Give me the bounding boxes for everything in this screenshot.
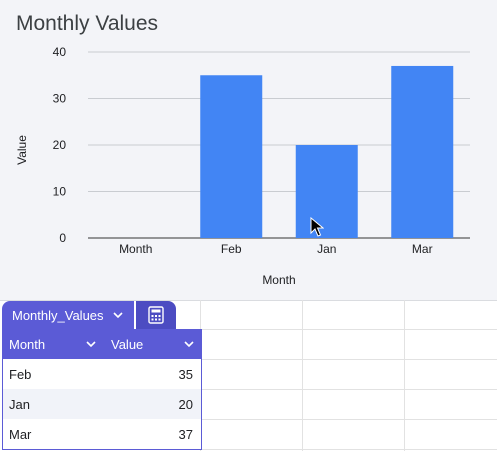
table-row[interactable]: Mar 37 bbox=[3, 419, 201, 449]
chevron-down-icon[interactable] bbox=[85, 338, 97, 350]
x-axis-label: Month bbox=[262, 273, 295, 287]
chart-title: Monthly Values bbox=[16, 12, 159, 35]
y-tick-label: 20 bbox=[53, 138, 67, 152]
cell-month[interactable]: Mar bbox=[9, 426, 32, 442]
bar-feb[interactable] bbox=[200, 75, 263, 238]
y-axis-label: Value bbox=[15, 135, 29, 165]
table-name: Monthly_Values bbox=[12, 307, 104, 323]
cell-value[interactable]: 20 bbox=[178, 396, 193, 412]
data-table: Month Value Feb 35 Jan 20 Mar 37 bbox=[2, 329, 202, 450]
cell-value[interactable]: 35 bbox=[178, 366, 193, 382]
x-tick-label: Mar bbox=[412, 242, 433, 256]
bar-mar[interactable] bbox=[391, 65, 454, 238]
x-tick-label: Month bbox=[119, 242, 152, 256]
y-tick-label: 10 bbox=[53, 185, 67, 199]
column-header-label: Value bbox=[111, 336, 144, 352]
table-row[interactable]: Feb 35 bbox=[3, 359, 201, 389]
cell-month[interactable]: Jan bbox=[9, 396, 30, 412]
calculator-icon[interactable] bbox=[135, 301, 176, 329]
column-header-value[interactable]: Value bbox=[103, 337, 201, 352]
cell-month[interactable]: Feb bbox=[9, 366, 32, 382]
chart-panel[interactable]: 0 10 20 30 40 Month Feb Jan Mar Value Month Mon… bbox=[0, 0, 497, 301]
chevron-down-icon[interactable] bbox=[183, 338, 195, 350]
chevron-down-icon[interactable] bbox=[112, 309, 124, 321]
x-tick-label: Feb bbox=[221, 242, 242, 256]
bar-chart: 0 10 20 30 40 Month Feb Jan Mar Value Month bbox=[15, 45, 470, 287]
table-row[interactable]: Jan 20 bbox=[3, 389, 201, 419]
x-tick-label: Jan bbox=[317, 242, 336, 256]
column-header-month[interactable]: Month bbox=[3, 337, 103, 352]
table-header: Month Value bbox=[3, 329, 201, 359]
table-name-tab[interactable]: Monthly_Values bbox=[2, 301, 134, 329]
y-tick-label: 0 bbox=[59, 231, 66, 245]
y-tick-label: 30 bbox=[53, 92, 67, 106]
y-tick-label: 40 bbox=[53, 45, 67, 59]
table-tab[interactable]: Monthly_Values bbox=[2, 301, 176, 329]
cell-value[interactable]: 37 bbox=[178, 426, 193, 442]
column-header-label: Month bbox=[9, 336, 46, 352]
mouse-pointer-icon bbox=[310, 217, 324, 237]
bar-jan[interactable] bbox=[295, 145, 358, 238]
